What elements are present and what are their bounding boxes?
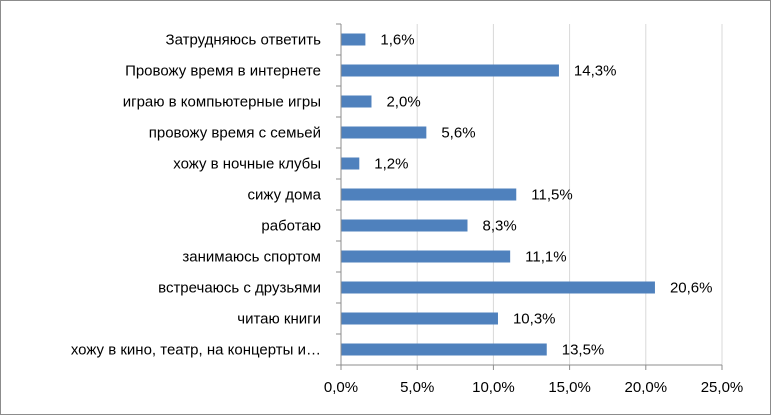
category-label: сижу дома <box>248 187 322 204</box>
x-tick-label: 10,0% <box>472 379 515 396</box>
data-label: 10,3% <box>513 311 556 328</box>
category-label: хожу в кино, театр, на концерты и… <box>71 342 321 359</box>
data-label: 1,6% <box>380 32 414 49</box>
bar <box>341 281 655 294</box>
grid-lines <box>416 24 723 365</box>
axes <box>336 23 723 370</box>
x-tick-label: 20,0% <box>625 379 668 396</box>
bar <box>341 188 517 201</box>
bar <box>341 126 427 139</box>
bar <box>341 250 511 263</box>
x-tick-label: 25,0% <box>701 379 744 396</box>
bar <box>341 64 559 77</box>
data-label: 20,6% <box>670 280 713 297</box>
data-label: 11,1% <box>525 249 566 266</box>
bar <box>341 219 468 232</box>
bar <box>341 157 360 170</box>
bar <box>341 95 372 108</box>
category-label: встречаюсь с друзьями <box>158 280 321 297</box>
category-label: провожу время с семьей <box>149 125 321 142</box>
category-label: читаю книги <box>237 311 321 328</box>
data-label: 2,0% <box>386 94 420 111</box>
category-label: играю в компьютерные игры <box>123 94 321 111</box>
x-tick-label: 0,0% <box>324 379 358 396</box>
data-label: 5,6% <box>441 125 475 142</box>
bar <box>341 343 547 356</box>
data-label: 1,2% <box>374 156 408 173</box>
bar <box>341 33 366 46</box>
category-label: занимаюсь спортом <box>182 249 321 266</box>
data-label: 14,3% <box>574 63 617 80</box>
data-label: 11,5% <box>531 187 572 204</box>
bar <box>341 312 498 325</box>
x-tick-label: 15,0% <box>548 379 591 396</box>
data-label: 8,3% <box>482 218 516 235</box>
category-label: работаю <box>261 218 321 235</box>
category-label: хожу в ночные клубы <box>173 156 321 173</box>
x-tick-label: 5,0% <box>400 379 434 396</box>
category-label: Провожу время в интернете <box>125 63 321 80</box>
labels: 0,0% 5,0% 10,0% 15,0% 20,0% 25,0% Затрудняюсь … <box>71 32 743 397</box>
data-label: 13,5% <box>562 342 605 359</box>
category-label: Затрудняюсь ответить <box>166 32 322 49</box>
bars <box>341 33 655 356</box>
